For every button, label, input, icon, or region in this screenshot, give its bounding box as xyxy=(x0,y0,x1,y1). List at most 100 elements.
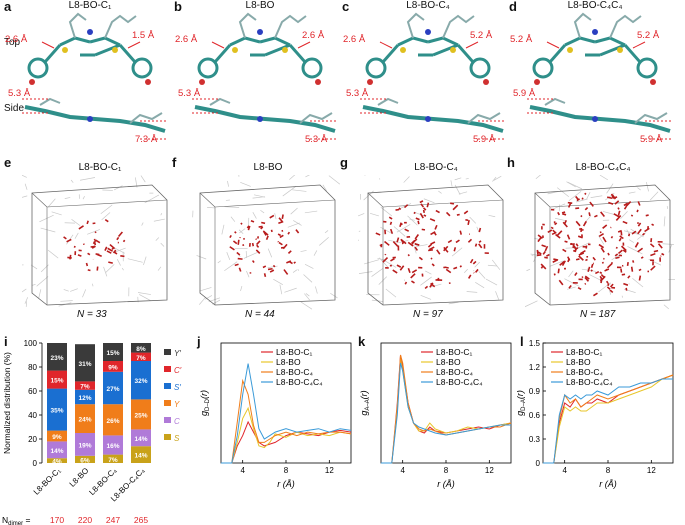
strand xyxy=(315,286,318,294)
molecule-segment xyxy=(585,258,588,262)
y-axis-label: gD–A(r) xyxy=(517,390,527,416)
legend-label: L8-BO-C₁ xyxy=(566,347,603,357)
molecule-top-view xyxy=(365,12,491,85)
molecule-segment xyxy=(584,275,590,280)
strand xyxy=(586,192,591,200)
molecule-segment xyxy=(419,200,424,204)
molecule-segment xyxy=(422,209,425,214)
strand xyxy=(240,285,243,292)
molecule-segment xyxy=(236,251,241,256)
distance-marker xyxy=(465,41,479,49)
molecule-segment xyxy=(404,228,410,232)
alkyl-chain xyxy=(104,14,137,39)
molecule-segment xyxy=(617,249,623,255)
molecule-segment xyxy=(428,246,435,251)
box-edge xyxy=(31,192,48,208)
side-height-left: 5.3 Å xyxy=(8,88,31,99)
ring-left xyxy=(27,57,49,79)
strand xyxy=(207,207,216,209)
bar-value-label: 7% xyxy=(136,355,146,362)
strand xyxy=(554,217,568,222)
strand xyxy=(526,268,531,272)
side-chain xyxy=(544,97,566,106)
y-label-sub: D–D xyxy=(205,398,211,411)
ndimer-label-sub: dimer xyxy=(8,521,23,525)
molecule-segment xyxy=(414,234,420,240)
molecule-segment xyxy=(240,222,243,225)
molecule-segment xyxy=(420,203,425,208)
molecule-segment xyxy=(592,256,596,261)
molecule-segment xyxy=(250,219,255,223)
bond xyxy=(94,43,121,57)
side-chain xyxy=(377,97,399,106)
distance-label-right: 1.5 Å xyxy=(132,30,155,41)
molecule-segment xyxy=(552,259,558,263)
molecule-segment xyxy=(436,249,441,255)
molecule-segment xyxy=(593,292,598,297)
x-tick-label: 8 xyxy=(444,466,449,475)
x-tick-label: 8 xyxy=(284,466,289,475)
molecule-segment xyxy=(615,246,618,249)
aggregate-title: L8-BO xyxy=(253,162,283,173)
bar-value-label: 6% xyxy=(80,457,90,464)
background-molecules xyxy=(22,175,165,307)
strand xyxy=(385,288,397,298)
bar-segment xyxy=(47,430,67,442)
ndimer-label-eq: = xyxy=(23,515,30,525)
molecule-segment xyxy=(544,256,548,259)
molecule-segment xyxy=(582,220,588,227)
strand xyxy=(82,289,87,298)
molecule-segment xyxy=(443,246,449,253)
molecule-segment xyxy=(609,289,614,294)
molecule-segment xyxy=(469,258,474,264)
molecule-segment xyxy=(604,268,610,272)
molecule-segment xyxy=(407,241,414,247)
legend-label: Y′ xyxy=(174,349,181,358)
molecule-segment xyxy=(472,260,477,265)
rdf-chart-da: 4 8 12 0 0.3 0.6 0.9 1.2 1.5 r (Å) gD–A(r) L8-BO-C₁… xyxy=(517,339,674,489)
molecule-segment xyxy=(602,224,608,229)
strand xyxy=(363,190,374,201)
bond xyxy=(118,44,137,63)
strand xyxy=(227,180,229,187)
ring-left xyxy=(532,57,554,79)
molecule-segment xyxy=(428,248,433,252)
strand xyxy=(305,175,310,178)
strand xyxy=(380,206,393,217)
molecule-segment xyxy=(429,218,436,222)
molecule-segment xyxy=(537,237,542,243)
box-frame xyxy=(534,184,671,306)
legend-label: L8-BO xyxy=(566,357,591,367)
strand xyxy=(113,185,123,191)
molecule-segment xyxy=(277,233,282,237)
molecule-segment xyxy=(584,206,589,211)
bar-value-label: 8% xyxy=(136,346,146,353)
strand xyxy=(475,282,485,289)
strand xyxy=(32,284,36,286)
strand xyxy=(160,242,165,247)
molecule-segment xyxy=(122,239,126,243)
row-label-top: Top xyxy=(4,37,21,48)
nitrogen-atom xyxy=(592,116,598,122)
molecule-segment xyxy=(430,282,436,288)
molecule-segment xyxy=(111,247,114,251)
bar-value-label: 15% xyxy=(106,350,119,357)
strand xyxy=(40,264,49,273)
molecule-segment xyxy=(614,200,620,205)
oxygen-atom xyxy=(199,79,205,85)
side-backbone xyxy=(194,105,336,133)
row-label-side: Side xyxy=(4,103,25,114)
molecule-segment xyxy=(251,260,255,263)
strand xyxy=(267,265,278,269)
nitrogen-atom xyxy=(87,29,93,35)
molecule-segment xyxy=(267,267,273,271)
strand xyxy=(100,204,113,214)
series-line xyxy=(543,374,674,464)
molecule-segment xyxy=(651,223,655,227)
bar-segment xyxy=(47,343,67,371)
strand xyxy=(476,226,480,233)
ndimer-label-main: N xyxy=(2,515,8,525)
molecule-segment xyxy=(444,266,449,269)
molecule-segment xyxy=(375,232,381,236)
molecule-segment xyxy=(542,250,547,255)
